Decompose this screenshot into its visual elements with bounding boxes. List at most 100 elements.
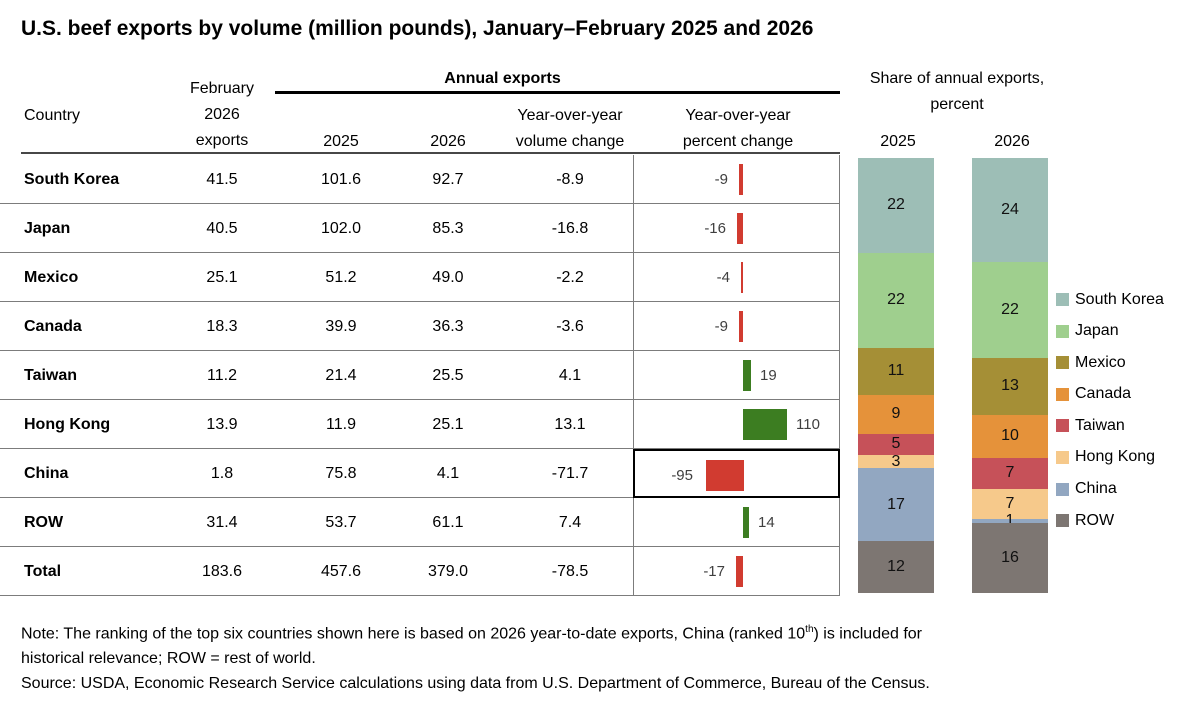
country-cell: ROW <box>24 513 64 531</box>
bar-segment-japan: 22 <box>858 252 934 348</box>
ordinal-superscript: th <box>805 624 814 635</box>
col-header-volume-change: Year-over-year volume change <box>515 107 625 150</box>
percent-change-bar <box>706 460 744 491</box>
bar-segment-value: 1 <box>1005 512 1015 530</box>
country-cell: Taiwan <box>24 366 78 384</box>
bar-segment-row: 16 <box>972 523 1048 593</box>
table-row: Mexico 25.1 51.2 49.0 -2.2 -4 <box>0 253 840 302</box>
bar-segment-value: 22 <box>887 291 905 309</box>
annual-2026-cell: 379.0 <box>427 562 469 580</box>
percent-change-bar <box>739 164 743 195</box>
percent-change-value: -17 <box>703 563 725 580</box>
bar-segment-china: 1 <box>972 513 1048 529</box>
bar-segment-south-korea: 22 <box>858 158 934 253</box>
legend-item-china: China <box>1056 480 1164 499</box>
col-header-percent-change: Year-over-year percent change <box>682 107 794 150</box>
percent-change-bar <box>743 409 787 440</box>
col-group-share-of-annual-exports: Share of annual exports, percent <box>869 70 1045 113</box>
feb-2026-exports-cell: 25.1 <box>206 268 238 286</box>
legend-item-hong-kong: Hong Kong <box>1056 448 1164 467</box>
table-rows: South Korea 41.5 101.6 92.7 -8.9 -9 Japan 40.5 1… <box>0 155 840 596</box>
legend-label: Japan <box>1075 322 1119 340</box>
percent-change-value: -95 <box>671 467 693 484</box>
percent-change-bar-cell: -4 <box>633 253 840 302</box>
bar-segment-china: 17 <box>858 468 934 542</box>
annual-2026-cell: 36.3 <box>432 317 464 335</box>
annual-2026-cell: 25.1 <box>432 415 464 433</box>
bar-segment-value: 10 <box>1001 427 1019 445</box>
table-row: ROW 31.4 53.7 61.1 7.4 14 <box>0 498 840 547</box>
col-header-february-2026-exports: February 2026 exports <box>189 80 255 149</box>
legend-swatch-icon <box>1056 514 1069 528</box>
legend-label: Taiwan <box>1075 416 1125 434</box>
legend-item-japan: Japan <box>1056 322 1164 341</box>
table-header-rule <box>21 152 840 154</box>
bar-segment-value: 24 <box>1001 201 1019 219</box>
country-cell: Canada <box>24 317 82 335</box>
legend-item-south-korea: South Korea <box>1056 290 1164 309</box>
percent-change-value: -16 <box>704 220 726 237</box>
bar-segment-value: 7 <box>1005 494 1015 512</box>
bar-segment-japan: 22 <box>972 262 1048 359</box>
bar-segment-value: 11 <box>887 362 905 380</box>
percent-change-value: -4 <box>716 269 730 286</box>
legend-item-canada: Canada <box>1056 385 1164 404</box>
source-text: Source: USDA, Economic Research Service … <box>21 675 930 693</box>
percent-change-value: -9 <box>714 171 728 188</box>
feb-2026-exports-cell: 41.5 <box>206 170 238 188</box>
legend-swatch-icon <box>1056 450 1069 464</box>
table-row: China 1.8 75.8 4.1 -71.7 -95 <box>0 449 840 498</box>
bar-segment-value: 12 <box>887 558 905 576</box>
legend-label: Mexico <box>1075 353 1126 371</box>
country-cell: China <box>24 464 69 482</box>
annual-2026-cell: 92.7 <box>432 170 464 188</box>
annual-exports-underline <box>275 91 840 94</box>
legend-swatch-icon <box>1056 387 1069 401</box>
bar-segment-taiwan: 7 <box>972 458 1048 489</box>
annual-2025-cell: 457.6 <box>320 562 362 580</box>
feb-2026-exports-cell: 31.4 <box>206 513 238 531</box>
legend-item-mexico: Mexico <box>1056 353 1164 372</box>
legend-label: Canada <box>1075 385 1132 403</box>
feb-2026-exports-cell: 13.9 <box>206 415 238 433</box>
footnotes: Note: The ranking of the top six countri… <box>21 617 1176 696</box>
annual-2025-cell: 101.6 <box>320 170 362 188</box>
table-row: Japan 40.5 102.0 85.3 -16.8 -16 <box>0 204 840 253</box>
annual-2025-cell: 53.7 <box>325 513 357 531</box>
bar-segment-value: 7 <box>1005 464 1015 482</box>
percent-change-bar-cell: 14 <box>633 498 840 547</box>
table-row: Total 183.6 457.6 379.0 -78.5 -17 <box>0 547 840 596</box>
legend-item-row: ROW <box>1056 511 1164 530</box>
percent-change-value: 110 <box>796 416 820 433</box>
feb-2026-exports-cell: 11.2 <box>207 366 237 384</box>
bar-segment-value: 9 <box>891 405 901 423</box>
volume-change-cell: 4.1 <box>558 366 582 384</box>
stacked-bar-2026: 24 22 13 10 7 7 1 16 <box>972 158 1048 593</box>
share-col-header-2025: 2025 <box>880 133 916 150</box>
percent-change-bar-cell: -9 <box>633 302 840 351</box>
percent-change-bar-cell: -9 <box>633 155 840 204</box>
volume-change-cell: 13.1 <box>554 415 586 433</box>
bar-segment-value: 3 <box>891 452 901 470</box>
bar-segment-mexico: 11 <box>858 347 934 395</box>
bar-segment-mexico: 13 <box>972 358 1048 415</box>
percent-change-value: 19 <box>760 367 777 384</box>
percent-change-bar-cell: 19 <box>633 351 840 400</box>
annual-2025-cell: 75.8 <box>325 464 357 482</box>
chart-legend: South Korea Japan Mexico Canada Taiwan Hong K… <box>1056 290 1164 543</box>
legend-swatch-icon <box>1056 324 1069 338</box>
share-col-header-2026: 2026 <box>994 133 1030 150</box>
bar-segment-canada: 9 <box>858 394 934 434</box>
bar-segment-hong-kong: 7 <box>972 488 1048 520</box>
legend-label: South Korea <box>1075 290 1164 308</box>
note-text-line2: historical relevance; ROW = rest of worl… <box>21 650 316 668</box>
percent-change-bar <box>736 556 743 587</box>
bar-segment-value: 13 <box>1001 377 1019 395</box>
percent-change-bar <box>739 311 743 342</box>
volume-change-cell: -8.9 <box>556 170 584 188</box>
annual-2026-cell: 25.5 <box>432 366 464 384</box>
col-header-2026: 2026 <box>430 133 466 150</box>
feb-2026-exports-cell: 183.6 <box>201 562 243 580</box>
legend-swatch-icon <box>1056 482 1069 496</box>
